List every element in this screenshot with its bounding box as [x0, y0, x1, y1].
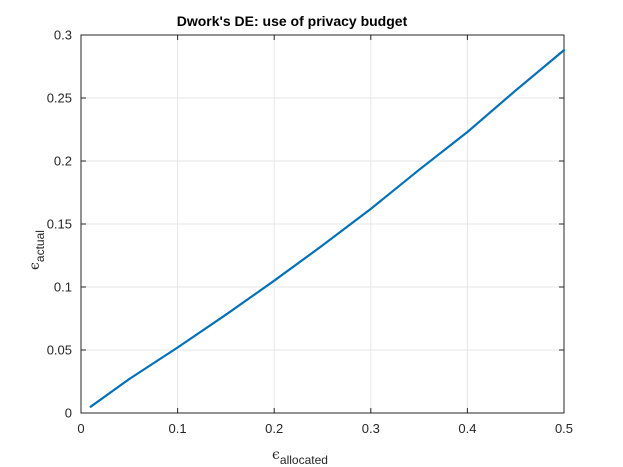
grid [81, 35, 564, 413]
y-tick-label: 0.05 [47, 343, 72, 358]
y-tick-label: 0.1 [54, 280, 72, 295]
x-axis-symbol: ϵ [272, 447, 280, 463]
y-tick-label: 0.2 [54, 154, 72, 169]
x-tick-label: 0.5 [555, 421, 573, 436]
x-tick-label: 0 [77, 421, 84, 436]
series-line [89, 48, 566, 408]
series-group [89, 48, 566, 408]
y-axis-label: ϵactual [27, 230, 47, 270]
y-tick-label: 0.25 [47, 91, 72, 106]
x-axis-subscript: allocated [280, 453, 328, 467]
y-tick-label: 0 [65, 406, 72, 421]
x-tick-label: 0.1 [169, 421, 187, 436]
x-tick-label: 0.2 [265, 421, 283, 436]
x-tick-label: 0.3 [362, 421, 380, 436]
y-axis-symbol: ϵ [27, 262, 43, 270]
y-tick-label: 0.15 [47, 217, 72, 232]
x-axis-label: ϵallocated [272, 447, 328, 467]
x-tick-label: 0.4 [458, 421, 476, 436]
y-tick-label: 0.3 [54, 28, 72, 43]
chart-title: Dwork's DE: use of privacy budget [177, 13, 408, 29]
axis-ticks: 0 0.1 0.2 0.3 0.4 0.5 0 0.05 0.1 0.15 0.2 0.25 0.3 [47, 28, 573, 437]
y-axis-subscript: actual [33, 230, 47, 262]
